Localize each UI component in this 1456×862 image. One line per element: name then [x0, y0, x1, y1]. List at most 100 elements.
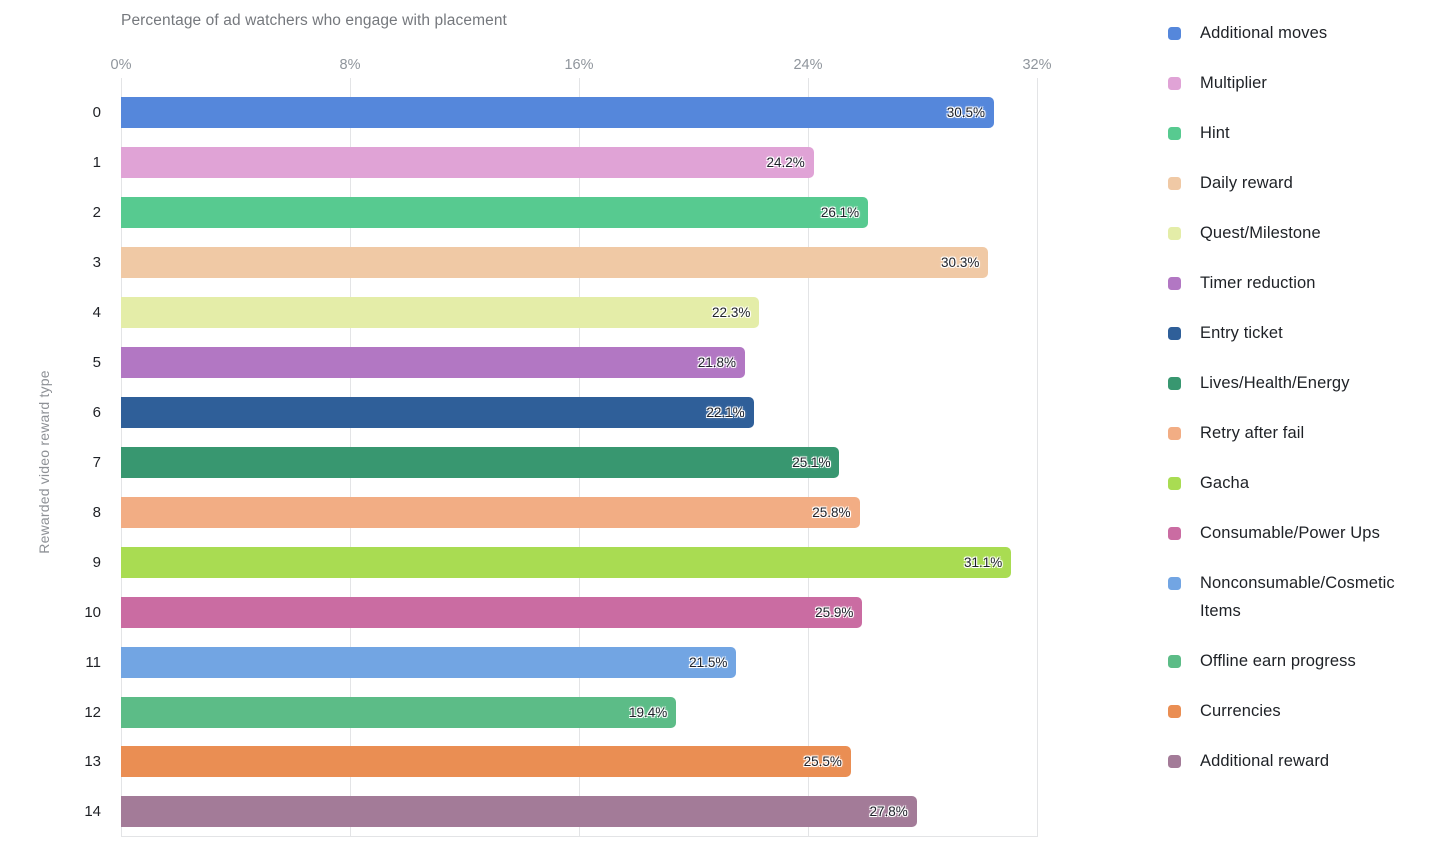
bar-value-label: 21.8%	[697, 355, 737, 371]
category-label: 12	[84, 703, 101, 721]
legend-label: Additional moves	[1200, 24, 1328, 42]
x-axis-baseline	[121, 836, 1037, 837]
bar-value-label: 27.8%	[869, 804, 908, 820]
category-label: 1	[92, 154, 101, 172]
legend-item: Offline earn progress	[1168, 647, 1454, 675]
bar-value-label: 30.3%	[941, 255, 980, 271]
bar-row: 10 25.9%	[84, 587, 1037, 637]
bar: 30.5%	[121, 97, 995, 129]
gridline	[1037, 78, 1038, 837]
legend-item: Additional moves	[1168, 19, 1454, 47]
legend-swatch	[1168, 755, 1181, 768]
legend-item: Currencies	[1168, 697, 1454, 725]
legend-label: Hint	[1200, 124, 1230, 142]
bar-value-label: 25.1%	[792, 454, 831, 470]
bar-value-label: 19.4%	[629, 704, 668, 720]
category-label: 11	[85, 653, 101, 671]
category-label: 14	[84, 803, 101, 821]
x-tick-label: 16%	[564, 57, 594, 73]
legend-swatch	[1168, 427, 1181, 440]
bar: 21.8%	[121, 347, 746, 379]
legend-label: Gacha	[1200, 474, 1250, 492]
bar-value-label: 25.9%	[815, 604, 854, 620]
legend-swatch	[1168, 377, 1181, 390]
bar-row: 0 30.5%	[93, 88, 1037, 138]
bar: 22.3%	[121, 297, 760, 329]
bar-row: 11 21.5%	[85, 637, 1037, 687]
bar-value-label: 26.1%	[820, 205, 860, 221]
legend-label: Lives/Health/Energy	[1200, 374, 1350, 392]
bar-row: 6 22.1%	[93, 388, 1037, 438]
x-tick-label: 8%	[339, 57, 361, 73]
bar-value-label: 31.1%	[963, 554, 1003, 570]
x-tick-label: 0%	[110, 57, 132, 73]
legend-swatch	[1168, 277, 1181, 290]
legend-label: Consumable/Power Ups	[1200, 524, 1380, 542]
legend-swatch	[1168, 127, 1181, 140]
bar-row: 13 25.5%	[84, 737, 1037, 787]
legend-item: Additional reward	[1168, 747, 1454, 775]
category-label: 8	[92, 503, 101, 521]
bar: 25.5%	[121, 746, 851, 778]
legend-item: Multiplier	[1168, 69, 1454, 97]
bar: 31.1%	[121, 546, 1012, 578]
bar: 25.8%	[121, 496, 860, 528]
bar-row: 12 19.4%	[84, 687, 1037, 737]
chart-title: Percentage of ad watchers who engage wit…	[121, 12, 507, 29]
legend-swatch	[1168, 327, 1181, 340]
x-tick-label: 32%	[1022, 57, 1052, 73]
bar: 25.9%	[121, 596, 863, 628]
legend-label: Timer reduction	[1200, 274, 1316, 292]
legend-swatch	[1168, 77, 1181, 90]
legend-swatch	[1168, 227, 1181, 240]
legend-item: Entry ticket	[1168, 319, 1454, 347]
bar-value-label: 22.3%	[712, 305, 751, 321]
bar: 24.2%	[121, 147, 814, 179]
category-label: 0	[92, 104, 101, 122]
legend-label: Offline earn progress	[1200, 652, 1356, 670]
category-label: 10	[84, 603, 101, 621]
category-label: 9	[92, 553, 101, 571]
bar-value-label: 22.1%	[706, 404, 745, 420]
bar-row: 5 21.8%	[93, 338, 1037, 388]
bar-value-label: 24.2%	[766, 155, 805, 171]
bar: 19.4%	[121, 696, 677, 728]
legend-swatch	[1168, 655, 1181, 668]
legend-label: Nonconsumable/Cosmetic Items	[1200, 574, 1395, 620]
legend-item: Nonconsumable/Cosmetic Items	[1168, 569, 1454, 625]
bar-value-label: 21.5%	[689, 654, 728, 670]
bar: 21.5%	[121, 646, 737, 678]
legend-swatch	[1168, 477, 1181, 490]
legend-swatch	[1168, 177, 1181, 190]
legend-item: Quest/Milestone	[1168, 219, 1454, 247]
x-axis-tick-labels: 0% 8% 16% 24% 32%	[111, 57, 1052, 75]
bar-value-label: 25.8%	[812, 504, 851, 520]
plot-area: 0 30.5% 1 24.2% 2 26.1% 3 30.3% 4 22.3% 5 21.8% 6 22.…	[84, 88, 1037, 837]
category-label: 6	[92, 403, 101, 421]
bar: 25.1%	[121, 446, 840, 478]
category-label: 2	[92, 204, 101, 222]
legend-item: Daily reward	[1168, 169, 1454, 197]
bar: 30.3%	[121, 247, 989, 279]
legend-swatch	[1168, 27, 1181, 40]
legend-label: Entry ticket	[1200, 324, 1283, 342]
bar-value-label: 30.5%	[946, 105, 986, 121]
bar-value-label: 25.5%	[803, 754, 842, 770]
category-label: 7	[92, 453, 101, 471]
bar-row: 2 26.1%	[93, 188, 1037, 238]
category-label: 3	[92, 254, 101, 272]
bar-row: 7 25.1%	[93, 437, 1037, 487]
legend-label: Multiplier	[1200, 74, 1268, 92]
legend-label: Currencies	[1200, 702, 1281, 720]
legend-label: Retry after fail	[1200, 424, 1305, 442]
x-tick-label: 24%	[793, 57, 823, 73]
legend-item: Lives/Health/Energy	[1168, 369, 1454, 397]
bar-row: 9 31.1%	[93, 537, 1037, 587]
legend-item: Consumable/Power Ups	[1168, 519, 1454, 547]
bar: 27.8%	[121, 796, 917, 828]
legend-item: Hint	[1168, 119, 1454, 147]
legend-item: Gacha	[1168, 469, 1454, 497]
bar-row: 1 24.2%	[93, 138, 1037, 188]
legend-label: Daily reward	[1200, 174, 1293, 192]
